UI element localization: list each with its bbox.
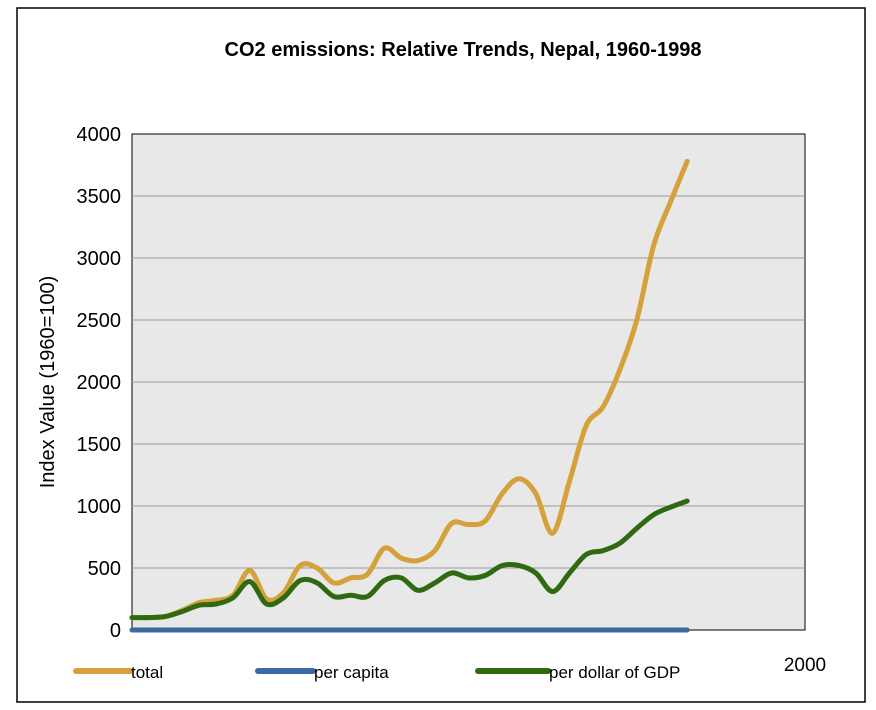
legend-label: per capita — [314, 663, 389, 682]
y-tick-label: 0 — [110, 620, 121, 642]
gridlines — [132, 195, 805, 569]
y-tick-label: 3000 — [77, 248, 122, 270]
legend-label: total — [131, 663, 163, 682]
y-tick-label: 3500 — [77, 186, 122, 208]
y-tick-label: 1000 — [77, 496, 122, 518]
y-tick-label: 2500 — [77, 310, 122, 332]
y-tick-label: 1500 — [77, 434, 122, 456]
x-tick-label: 2000 — [784, 655, 826, 676]
legend-label: per dollar of GDP — [549, 663, 680, 682]
y-tick-label: 4000 — [77, 124, 122, 146]
series-lines — [129, 158, 690, 633]
legend: total per capita per dollar of GDP — [73, 663, 680, 682]
series-line-per-dollar-of-GDP — [129, 498, 690, 621]
y-axis-ticks: 0 500 1000 1500 2000 2500 3000 3500 4000 — [77, 124, 122, 642]
y-axis-label: Index Value (1960=100) — [37, 276, 59, 489]
y-tick-label: 500 — [88, 558, 121, 580]
chart-title: CO2 emissions: Relative Trends, Nepal, 1… — [225, 39, 702, 61]
y-tick-label: 2000 — [77, 372, 122, 394]
